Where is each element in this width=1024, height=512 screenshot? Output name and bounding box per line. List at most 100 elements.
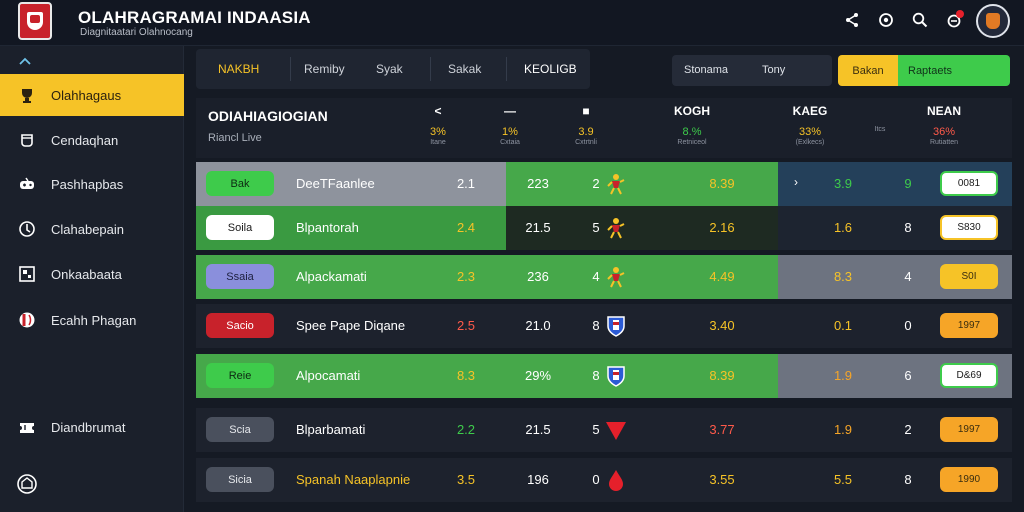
column-value: 3% — [430, 126, 446, 138]
row-value: 3.55 — [709, 472, 735, 487]
column-icon: NEAN — [926, 104, 961, 118]
row-value: 5.5 — [833, 472, 853, 487]
row-value: 9 — [904, 176, 912, 191]
filter-right-label: Tony — [762, 64, 786, 76]
column-header[interactable]: NEAN 36% Rutiatten — [914, 104, 974, 146]
sidebar-item-cendaqhan[interactable]: Cendaqhan — [0, 119, 184, 161]
target-icon[interactable] — [876, 10, 896, 30]
app-logo[interactable] — [18, 2, 52, 40]
club-badge-icon[interactable] — [16, 473, 38, 495]
column-sub: Rutiatten — [929, 139, 959, 146]
bakan-button[interactable]: Bakan — [838, 55, 898, 86]
row-action-button[interactable]: 1997 — [940, 417, 998, 442]
row-value: 236 — [527, 269, 549, 284]
table-header: ODIAHIAGIOGIAN Riancl Live <3% Itane —1% Cx… — [196, 98, 1012, 158]
top-bar: OLAHRAGRAMAI INDAASIA Diagnitaatari Olah… — [0, 0, 1024, 46]
sidebar-item-onkaabaata[interactable]: Onkaabaata — [0, 253, 184, 295]
row-name: DeeTFaanlee — [296, 176, 375, 191]
row-value: 21.0 — [525, 318, 551, 333]
filter-dropdown[interactable]: Stonama Tony — [672, 55, 832, 86]
table-row[interactable]: Soila Blpantorah 2.4 21.5 5 2.16 1.6 8 S830 — [196, 206, 1012, 250]
row-name: Blparbamati — [296, 422, 366, 437]
row-action-button[interactable]: 1990 — [940, 467, 998, 492]
row-action-button[interactable]: S830 — [940, 215, 998, 240]
row-value: 2.1 — [456, 176, 476, 191]
row-value: 3.40 — [709, 318, 735, 333]
table-row[interactable]: Ssaia Alpackamati 2.3 236 4 4.49 8.3 4 S0I — [196, 255, 1012, 299]
row-name: Spanah Naaplapnie — [296, 472, 411, 487]
row-action-button[interactable]: 1997 — [940, 313, 998, 338]
compass-icon — [17, 219, 37, 239]
column-header[interactable]: KOGH 8.% Retniceol — [662, 104, 722, 146]
row-value: 2.4 — [456, 220, 476, 235]
row-value: 2.5 — [456, 318, 476, 333]
row-action-button[interactable]: D&69 — [940, 363, 998, 388]
row-name: Spee Pape Diqane — [296, 318, 406, 333]
table-row[interactable]: Bak DeeTFaanlee 2.1 223 2 8.39 › 3.9 9 0081 — [196, 162, 1012, 206]
chevron-up-icon[interactable] — [18, 54, 32, 68]
column-header[interactable]: ■ 3.9 Cxtrtnli — [556, 104, 616, 146]
column-header[interactable]: <3% Itane — [408, 104, 468, 146]
share-icon[interactable] — [842, 10, 862, 30]
sidebar-item-ecahh-phagan[interactable]: Ecahh Phagan — [0, 299, 184, 341]
row-rank: 5 — [592, 422, 600, 437]
row-value: 8 — [904, 472, 912, 487]
row-rank: 8 — [592, 318, 600, 333]
table-row[interactable]: Sicia Spanah Naaplapnie 3.5 196 0 3.55 5.5 8 199… — [196, 458, 1012, 502]
row-tag[interactable]: Reie — [206, 363, 274, 388]
grid-icon — [17, 264, 37, 284]
notification-badge — [956, 10, 964, 18]
sidebar-item-olahhagaus[interactable]: Olahhagaus — [0, 74, 184, 116]
gamepad-icon — [17, 174, 37, 194]
sidebar-item-label: Cendaqhan — [51, 132, 119, 148]
row-tag[interactable]: Sacio — [206, 313, 274, 338]
raptaets-button[interactable]: Raptaets — [898, 55, 1010, 86]
row-action-button[interactable]: S0I — [940, 264, 998, 289]
row-action-button[interactable]: 0081 — [940, 171, 998, 196]
sidebar-item-label: Diandbrumat — [51, 419, 126, 435]
row-tag[interactable]: Bak — [206, 171, 274, 196]
row-rank: 2 — [592, 176, 600, 191]
row-value: 8 — [904, 220, 912, 235]
column-header[interactable]: — 1% Cxtaia — [480, 104, 540, 146]
column-icon: ■ — [582, 104, 590, 118]
cup-icon — [17, 130, 37, 150]
row-value: 223 — [527, 176, 549, 191]
table-row[interactable]: Scia Blparbamati 2.2 21.5 5 3.77 1.9 2 1997 — [196, 408, 1012, 452]
row-tag[interactable]: Soila — [206, 215, 274, 240]
avatar[interactable] — [976, 4, 1010, 38]
row-value: 8.39 — [709, 368, 735, 383]
tab-divider — [506, 57, 507, 81]
row-mark-icon — [604, 364, 628, 388]
row-tag[interactable]: Sicia — [206, 467, 274, 492]
tab-syak[interactable]: Syak — [376, 62, 403, 76]
section-subtitle: Riancl Live — [208, 132, 262, 144]
ticket-icon — [17, 417, 37, 437]
row-tag[interactable]: Scia — [206, 417, 274, 442]
tab-nakbh[interactable]: NAKBH — [218, 62, 260, 76]
sidebar-item-diandbrumat[interactable]: Diandbrumat — [0, 406, 184, 448]
search-icon[interactable] — [910, 10, 930, 30]
column-header[interactable]: KAEG 33% (Exlkecs) — [780, 104, 840, 146]
column-sub: Itcs — [874, 126, 886, 133]
sidebar-item-label: Pashhapbas — [51, 176, 124, 192]
tab-remiby[interactable]: Remiby — [304, 62, 345, 76]
tab-sakak[interactable]: Sakak — [448, 62, 482, 76]
table-row[interactable]: Sacio Spee Pape Diqane 2.5 21.0 8 3.40 0.1 0 199… — [196, 304, 1012, 348]
table-row[interactable]: Reie Alpocamati 8.3 29% 8 8.39 1.9 6 D&69 — [196, 354, 1012, 398]
sidebar-item-label: Clahabepain — [51, 221, 125, 237]
sidebar-item-clahabepain[interactable]: Clahabepain — [0, 208, 184, 250]
row-tag[interactable]: Ssaia — [206, 264, 274, 289]
row-name: Blpantorah — [296, 220, 359, 235]
row-value: 2.2 — [456, 422, 476, 437]
tab-keoligb[interactable]: KEOLIGB — [524, 62, 577, 76]
column-header[interactable]: Itcs — [850, 104, 910, 133]
row-value: 29% — [524, 368, 552, 383]
row-value: 1.9 — [833, 368, 853, 383]
row-value: 3.77 — [709, 422, 735, 437]
column-icon: KOGH — [674, 104, 710, 118]
sidebar-item-pashhapbas[interactable]: Pashhapbas — [0, 163, 184, 205]
notification-icon[interactable] — [944, 10, 964, 30]
app-title: OLAHRAGRAMAI INDAASIA — [78, 8, 311, 27]
chevron-right-icon[interactable]: › — [794, 175, 798, 189]
